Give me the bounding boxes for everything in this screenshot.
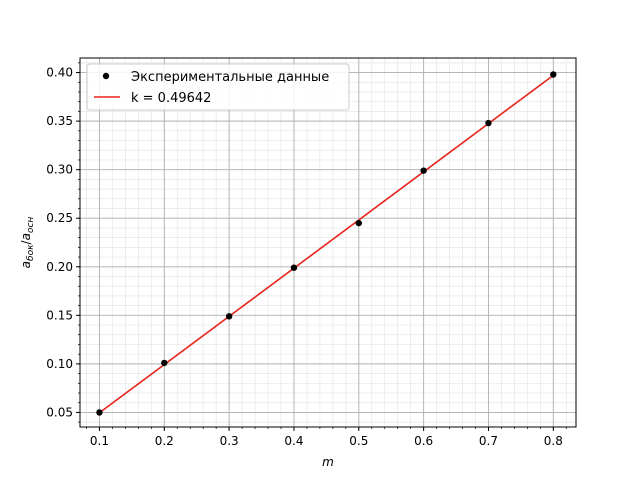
data-point [420, 167, 427, 174]
data-point [161, 359, 168, 367]
y-axis-label: aбок/aосн [19, 217, 36, 269]
data-point [355, 219, 362, 227]
data-point [225, 313, 233, 320]
x-tick-label: 0.1 [90, 434, 109, 448]
y-tick-label: 0.05 [46, 405, 73, 419]
fit-line [98, 74, 554, 414]
legend: Экспериментальные данные k = 0.49642 [86, 63, 350, 111]
y-tick-label: 0.40 [46, 66, 73, 80]
legend-label-experimental: Экспериментальные данные [131, 70, 329, 85]
x-tick-label: 0.5 [349, 434, 368, 448]
tick-labels: 0.1 0.2 0.3 0.4 0.5 0.6 0.7 0.8 0.05 0.10 0.15 0.20… [46, 66, 563, 448]
ticks [76, 62, 567, 431]
x-tick-label: 0.6 [414, 434, 433, 448]
legend-marker-scatter [102, 72, 110, 80]
x-axis-label: m [322, 455, 334, 469]
x-tick-label: 0.4 [284, 434, 303, 448]
x-tick-label: 0.7 [479, 434, 498, 448]
y-label-main2: a [19, 233, 33, 240]
y-label-sub1: бок [26, 244, 36, 261]
legend-box [86, 63, 350, 111]
x-tick-label: 0.3 [220, 434, 239, 448]
y-tick-label: 0.35 [46, 114, 73, 128]
y-label-sub2: осн [26, 217, 36, 233]
y-label-main1: a [19, 261, 33, 268]
y-tick-label: 0.20 [46, 260, 73, 274]
legend-label-fit: k = 0.49642 [131, 91, 211, 106]
y-tick-label: 0.30 [46, 163, 73, 177]
axes-frame [79, 57, 577, 428]
data-point [96, 409, 103, 416]
plot-marks [96, 71, 557, 416]
data-point [485, 119, 492, 127]
svg-text:aбок/aосн: aбок/aосн [19, 217, 36, 269]
y-tick-label: 0.15 [46, 308, 73, 322]
y-label-slash: / [19, 239, 33, 244]
data-point [550, 71, 557, 78]
y-tick-label: 0.10 [46, 357, 73, 371]
x-tick-label: 0.2 [155, 434, 174, 448]
x-tick-label: 0.8 [544, 434, 563, 448]
major-grid [80, 58, 576, 427]
data-point [290, 264, 298, 271]
y-tick-label: 0.25 [46, 211, 73, 225]
